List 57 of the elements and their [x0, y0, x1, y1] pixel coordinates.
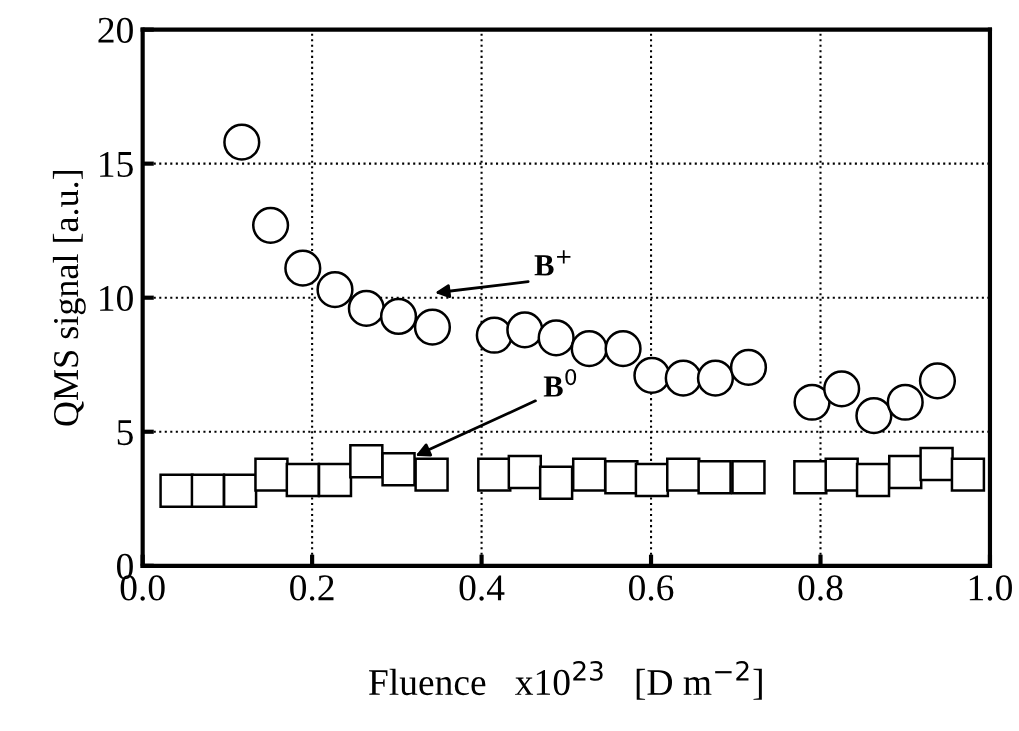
point: [379, 297, 418, 336]
y-tick-label: 20: [98, 17, 133, 43]
point: [414, 457, 449, 492]
point: [159, 473, 194, 508]
point: [317, 462, 353, 498]
point: [349, 444, 384, 479]
point: [347, 289, 385, 328]
x-tick-label: 1.0: [969, 575, 1012, 601]
point: [538, 465, 574, 500]
point: [793, 383, 831, 421]
point: [886, 383, 924, 421]
point: [222, 473, 258, 508]
point: [477, 457, 512, 492]
point: [855, 397, 893, 435]
point: [633, 356, 671, 395]
point: [475, 316, 513, 354]
y-tick-label: 15: [100, 151, 133, 178]
y-tick-label: 10: [100, 285, 133, 312]
point: [823, 370, 861, 408]
point: [570, 330, 608, 368]
x-tick-label: 0.6: [629, 575, 674, 601]
y-axis-title: QMS signal [a.u.]: [52, 171, 86, 426]
point: [506, 311, 544, 349]
point: [251, 206, 290, 244]
point: [604, 330, 642, 368]
annotation: B$^{+}$: [534, 250, 571, 276]
point: [571, 457, 607, 492]
point: [223, 123, 261, 161]
point: [729, 348, 768, 387]
point: [950, 457, 986, 492]
point: [537, 319, 575, 357]
point: [919, 446, 954, 482]
point: [697, 460, 732, 495]
point: [284, 249, 322, 287]
point: [918, 362, 957, 400]
text: Fluence x10$^{23}$ [D m$^{−2}$]: [369, 660, 762, 700]
point: [316, 271, 354, 309]
point: [413, 308, 452, 346]
point: [664, 359, 702, 397]
x-tick-label: 0.4: [459, 575, 505, 601]
point: [254, 457, 289, 492]
point: [793, 460, 828, 495]
point: [190, 473, 226, 508]
point: [888, 454, 923, 490]
point: [855, 462, 891, 498]
y-tick-label: 5: [117, 420, 133, 446]
point: [285, 462, 321, 498]
x-tick-label: 0.2: [290, 575, 334, 601]
annotation: B$^{0}$: [543, 368, 577, 397]
point: [824, 457, 859, 492]
point: [507, 454, 543, 490]
point: [381, 452, 416, 487]
point: [731, 460, 766, 495]
point: [634, 462, 670, 498]
point: [666, 457, 701, 492]
x-tick-label: 0.8: [798, 575, 843, 601]
point: [696, 359, 735, 397]
